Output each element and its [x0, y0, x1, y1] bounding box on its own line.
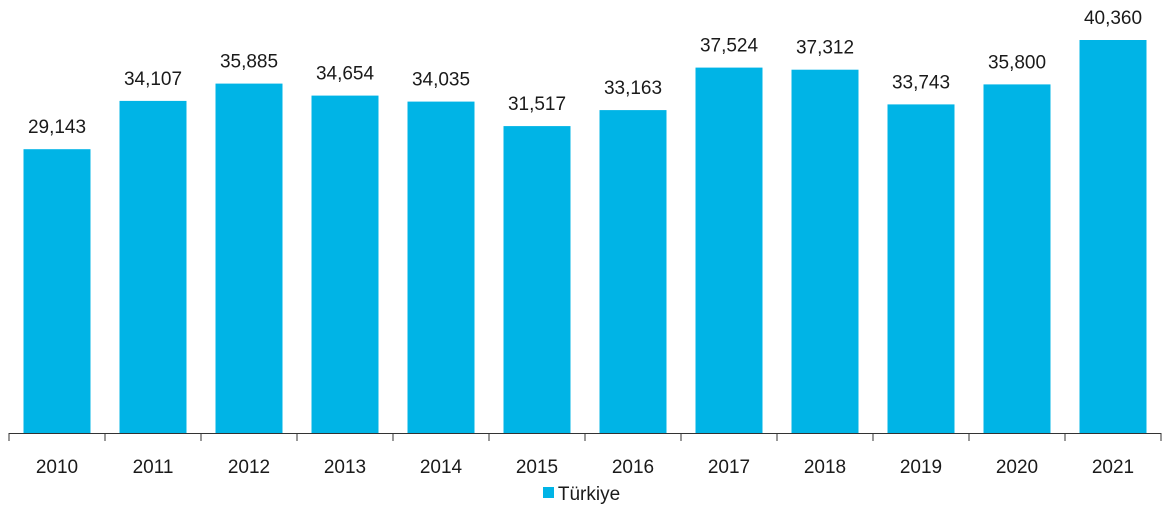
bar-2011 — [119, 100, 187, 434]
x-tick-label-2014: 2014 — [420, 457, 463, 478]
bar-2021 — [1079, 40, 1147, 433]
data-label-2010: 29,143 — [28, 117, 86, 138]
data-label-2014: 34,035 — [412, 70, 470, 91]
x-tick-label-2016: 2016 — [612, 457, 654, 478]
bar-chart: 29,143 34,107 35,885 34,654 34,035 31,517 33,1… — [8, 8, 1162, 478]
bars-group — [23, 40, 1147, 434]
data-labels-group: 29,143 34,107 35,885 34,654 34,035 31,517 33,1… — [28, 8, 1142, 138]
bar-2014 — [407, 101, 475, 433]
data-label-2021: 40,360 — [1084, 8, 1142, 29]
bar-2015 — [503, 126, 571, 433]
data-label-2013: 34,654 — [316, 64, 375, 85]
x-tick-label-2015: 2015 — [516, 457, 558, 478]
bar-2010 — [23, 149, 91, 433]
x-tick-labels-group: 2010 2011 2012 2013 2014 2015 2016 2017 2018 2019… — [36, 457, 1134, 478]
data-label-2020: 35,800 — [988, 52, 1046, 73]
data-label-2018: 37,312 — [796, 38, 854, 59]
bar-2012 — [215, 83, 283, 433]
bar-2018 — [791, 69, 859, 433]
bar-2016 — [599, 110, 667, 433]
x-tick-label-2021: 2021 — [1092, 457, 1134, 478]
x-tick-label-2020: 2020 — [996, 457, 1038, 478]
data-label-2011: 34,107 — [124, 69, 182, 90]
x-tick-label-2017: 2017 — [708, 457, 750, 478]
bar-2019 — [887, 104, 955, 434]
bar-2017 — [695, 67, 763, 433]
legend: Türkiye — [0, 484, 1163, 506]
bar-2020 — [983, 84, 1051, 434]
x-tick-label-2013: 2013 — [324, 457, 366, 478]
x-tick-label-2019: 2019 — [900, 457, 942, 478]
data-label-2015: 31,517 — [508, 94, 566, 115]
legend-label-turkiye: Türkiye — [557, 484, 621, 505]
x-tick-label-2011: 2011 — [133, 457, 174, 478]
x-tick-label-2010: 2010 — [36, 457, 78, 478]
data-label-2016: 33,163 — [604, 78, 662, 99]
legend-swatch-turkiye — [542, 487, 554, 499]
x-tick-label-2012: 2012 — [228, 457, 270, 478]
bar-2013 — [311, 95, 379, 433]
x-axis — [8, 433, 1162, 441]
data-label-2017: 37,524 — [700, 36, 759, 57]
x-tick-label-2018: 2018 — [804, 457, 846, 478]
data-label-2019: 33,743 — [892, 72, 950, 93]
data-label-2012: 35,885 — [220, 52, 278, 73]
